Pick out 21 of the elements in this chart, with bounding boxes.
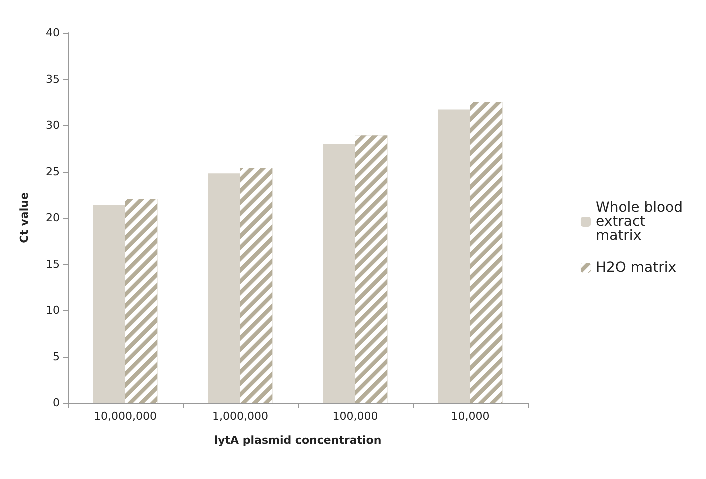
x-axis-title: lytA plasmid concentration xyxy=(214,434,382,447)
y-tick-label: 30 xyxy=(46,119,60,132)
y-tick-label: 10 xyxy=(46,304,60,317)
y-axis-title: Ct value xyxy=(18,192,31,244)
y-tick-label: 35 xyxy=(46,72,60,86)
y-tick-label: 5 xyxy=(53,350,60,364)
legend-label: H2O matrix xyxy=(596,260,677,276)
x-tick-label: 100,000 xyxy=(332,410,378,423)
y-tick-label: 20 xyxy=(46,212,60,224)
x-tick-label: 1,000,000 xyxy=(212,410,268,423)
x-tick-label: 10,000,000 xyxy=(94,410,157,423)
bar xyxy=(208,174,240,403)
bar xyxy=(438,110,470,403)
legend-label: Whole blood extract matrix xyxy=(596,200,684,244)
y-tick-label: 25 xyxy=(46,165,60,178)
y-tick-label: 15 xyxy=(46,258,60,271)
bar xyxy=(93,205,126,403)
y-tick-label: 40 xyxy=(46,26,60,40)
bar xyxy=(323,144,356,403)
x-tick-label: 10,000 xyxy=(451,410,490,423)
y-tick-label: 0 xyxy=(53,396,60,410)
